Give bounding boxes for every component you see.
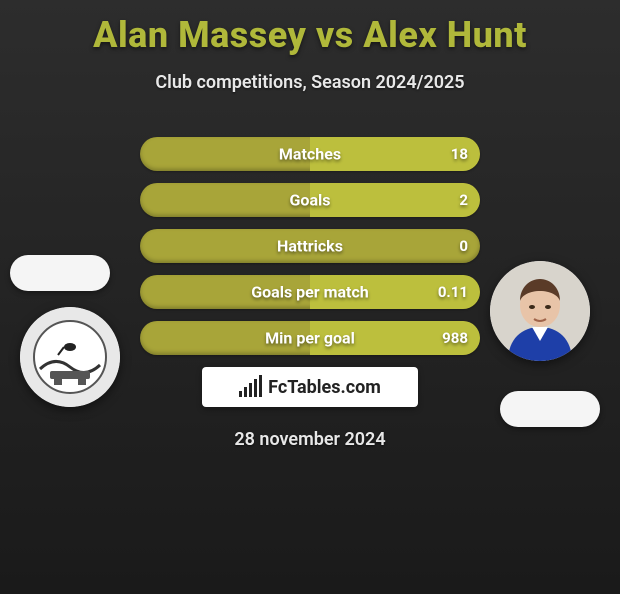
stat-value-right: 988 — [442, 329, 468, 347]
player-right-pill — [500, 391, 600, 427]
stats-container: 18Matches 2Goals 0Hattricks 0.11Goals per m… — [0, 137, 620, 355]
stat-row: 0Hattricks — [140, 229, 480, 263]
brand-bar — [254, 379, 257, 397]
comparison-title: Alan Massey vs Alex Hunt — [0, 14, 620, 56]
brand-bar — [239, 391, 242, 397]
stat-row: 2Goals — [140, 183, 480, 217]
stat-value-right: 18 — [451, 145, 468, 163]
brand-bar — [259, 375, 262, 397]
player-photo-icon — [490, 261, 590, 361]
stat-row: 18Matches — [140, 137, 480, 171]
stat-label: Hattricks — [140, 237, 480, 256]
stat-row: 988Min per goal — [140, 321, 480, 355]
brand-text: FcTables.com — [268, 377, 381, 398]
club-crest-icon — [20, 307, 120, 407]
brand-bars-icon — [239, 377, 262, 397]
brand-badge[interactable]: FcTables.com — [202, 367, 418, 407]
stat-fill-right — [310, 183, 480, 217]
player-right-avatar — [490, 261, 590, 361]
stat-value-right: 0.11 — [438, 283, 468, 301]
comparison-date: 28 november 2024 — [0, 429, 620, 450]
player-left-pill — [10, 255, 110, 291]
stat-value-right: 0 — [459, 237, 468, 255]
player-left-avatar — [20, 307, 120, 407]
stat-value-right: 2 — [459, 191, 468, 209]
brand-bar — [244, 387, 247, 397]
brand-bar — [249, 383, 252, 397]
stat-row: 0.11Goals per match — [140, 275, 480, 309]
comparison-subtitle: Club competitions, Season 2024/2025 — [0, 72, 620, 93]
